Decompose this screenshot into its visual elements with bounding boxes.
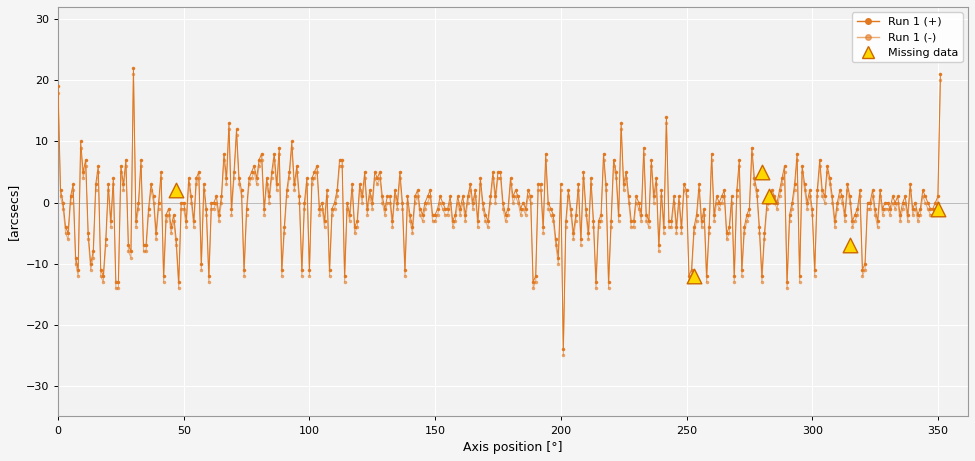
X-axis label: Axis position [°]: Axis position [°] [463,441,563,454]
Point [761,193,777,200]
Point [754,168,769,176]
Point [842,242,858,249]
Point [686,272,702,279]
Legend: Run 1 (+), Run 1 (-), Missing data: Run 1 (+), Run 1 (-), Missing data [852,12,962,63]
Point [930,205,946,213]
Y-axis label: [arcsecs]: [arcsecs] [7,183,20,240]
Point [169,187,184,194]
